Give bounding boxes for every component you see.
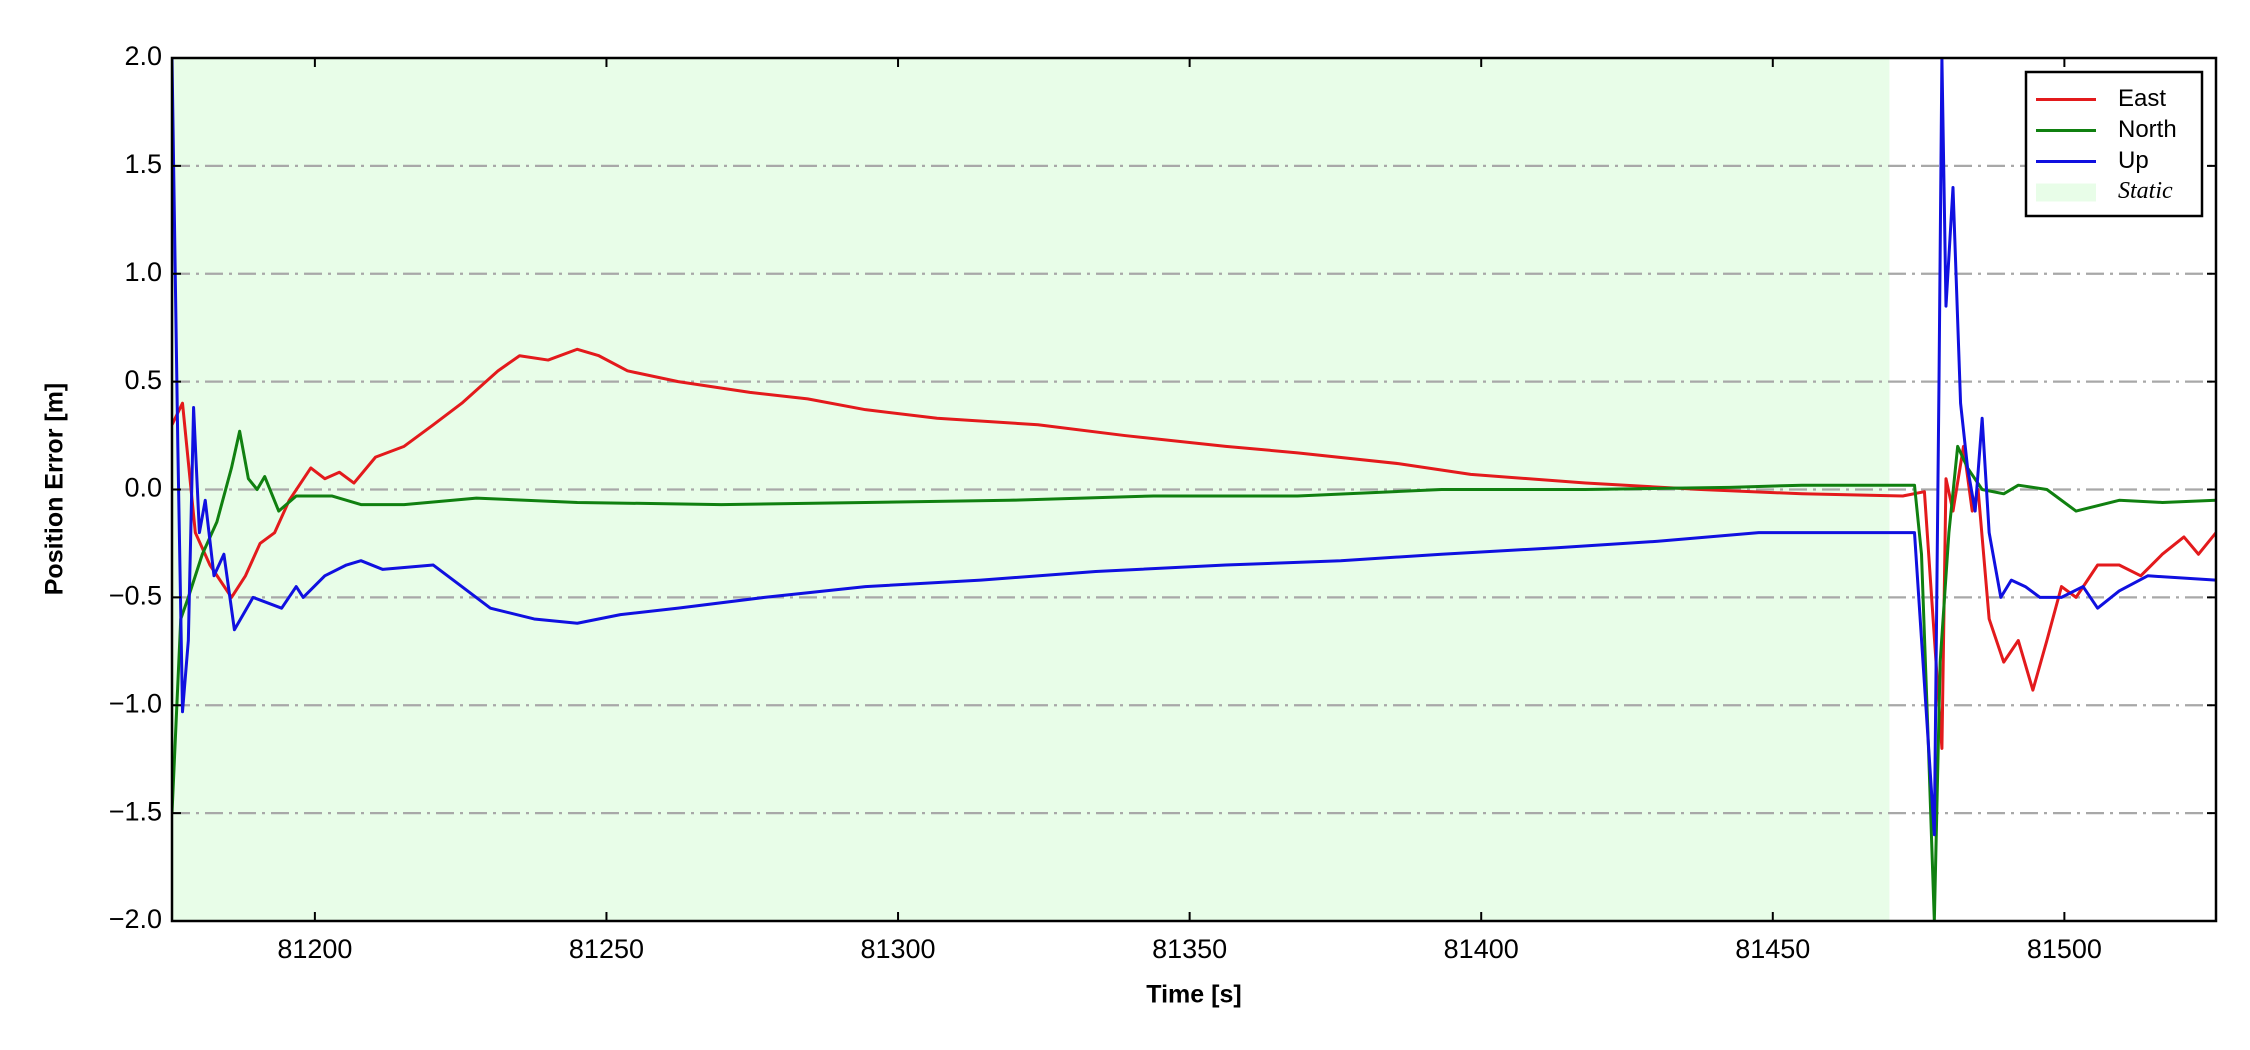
y-tick-label: 1.5 <box>124 149 162 179</box>
series-line <box>172 58 2216 837</box>
y-tick-label: −1.5 <box>109 796 162 826</box>
x-tick-label: 81400 <box>1444 934 1519 964</box>
legend-swatch <box>2036 183 2096 202</box>
x-tick-label: 81500 <box>2027 934 2102 964</box>
y-tick-label: 1.0 <box>124 257 162 287</box>
x-tick-label: 81200 <box>277 934 352 964</box>
y-tick-label: 0.0 <box>124 473 162 503</box>
lines <box>172 58 2216 921</box>
legend-label: Up <box>2118 147 2149 174</box>
legend-label: North <box>2118 116 2177 143</box>
y-tick-label: 2.0 <box>124 41 162 71</box>
x-tick-label: 81250 <box>569 934 644 964</box>
legend-label: East <box>2118 85 2166 112</box>
x-tick-label: 81300 <box>860 934 935 964</box>
y-axis-label: Position Error [m] <box>41 383 69 596</box>
y-tick-label: −1.0 <box>109 688 162 718</box>
series-line <box>172 347 2216 750</box>
y-tick-label: −0.5 <box>109 581 162 611</box>
plot-frame <box>170 56 2218 923</box>
legend: East North Up Static <box>2024 70 2204 218</box>
grid <box>172 164 2216 815</box>
x-tick-label: 81350 <box>1152 934 1227 964</box>
axes: −2.0 −1.5 −1.0 −0.5 0.0 0.5 1.0 1.5 2.0 81200 8125… <box>109 41 2218 964</box>
legend-label: Static <box>2118 178 2173 204</box>
x-axis-label: Time [s] <box>1146 981 1241 1009</box>
y-tick-label: −2.0 <box>109 904 162 934</box>
y-tick-label: 0.5 <box>124 365 162 395</box>
x-tick-label: 81450 <box>1735 934 1810 964</box>
